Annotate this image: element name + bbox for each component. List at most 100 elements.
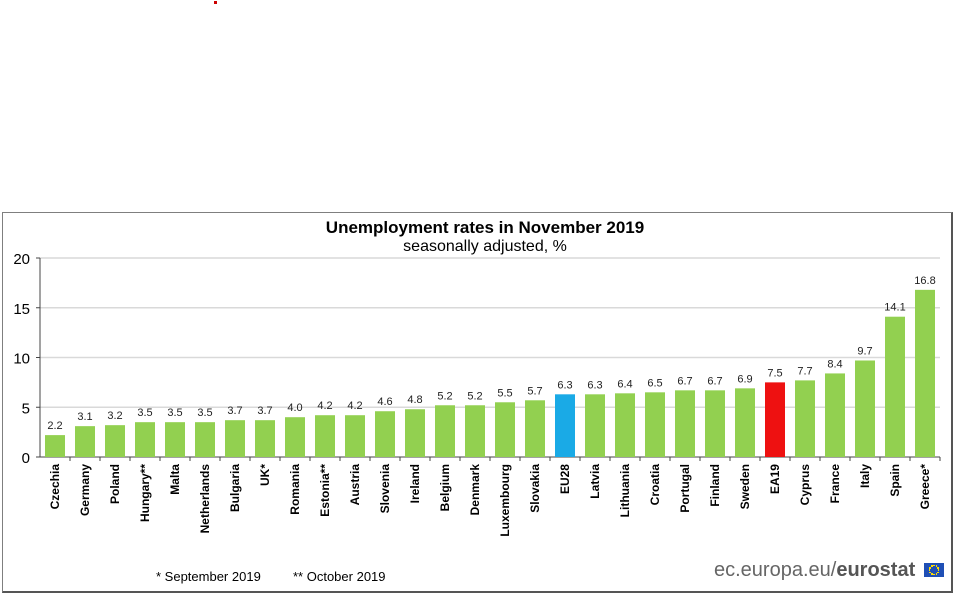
value-label: 3.7 (227, 405, 242, 417)
value-label: 5.2 (467, 390, 482, 402)
footnote-october: ** October 2019 (293, 569, 386, 584)
bar-hungary (135, 422, 155, 457)
bar-luxembourg (495, 402, 515, 457)
bar-italy (855, 360, 875, 457)
bar-latvia (585, 394, 605, 457)
x-tick-label: EU28 (558, 464, 572, 494)
bar-romania (285, 417, 305, 457)
flag-star (931, 573, 933, 575)
x-tick-label: Czechia (48, 464, 62, 510)
footnote-september: * September 2019 (156, 569, 261, 584)
bar-ea19 (765, 382, 785, 457)
bar-uk (255, 420, 275, 457)
x-tick-label: Greece* (918, 464, 932, 510)
bar-finland (705, 390, 725, 457)
x-tick-label: Bulgaria (228, 464, 242, 512)
x-tick-label: Hungary** (138, 464, 152, 522)
x-tick-label: EA19 (768, 464, 782, 494)
value-label: 14.1 (884, 302, 905, 314)
value-label: 7.7 (797, 365, 812, 377)
y-tick-label: 15 (13, 301, 30, 318)
value-label: 6.7 (707, 375, 722, 387)
bar-netherlands (195, 422, 215, 457)
value-label: 4.6 (377, 396, 392, 408)
bar-ireland (405, 409, 425, 457)
bar-portugal (675, 390, 695, 457)
x-tick-label: Latvia (588, 464, 602, 499)
x-tick-label: Denmark (468, 464, 482, 516)
value-label: 6.7 (677, 375, 692, 387)
y-tick-label: 10 (13, 351, 30, 368)
bar-spain (885, 316, 905, 457)
value-label: 5.5 (497, 387, 512, 399)
bar-sweden (735, 388, 755, 457)
x-tick-label: Germany (78, 464, 92, 516)
value-label: 6.3 (557, 379, 572, 391)
x-tick-label: Belgium (438, 464, 452, 511)
bar-austria (345, 415, 365, 457)
chart-subtitle: seasonally adjusted, % (403, 238, 567, 255)
y-tick-label: 0 (22, 450, 30, 467)
red-mark (214, 1, 217, 4)
flag-star (933, 573, 935, 576)
value-label: 8.4 (827, 358, 842, 370)
chart-frame (2, 212, 953, 593)
x-tick-label: France (828, 464, 842, 504)
x-tick-label: Portugal (678, 464, 692, 513)
value-label: 5.7 (527, 385, 542, 397)
value-label: 5.2 (437, 390, 452, 402)
flag-star (935, 573, 937, 575)
bar-poland (105, 425, 125, 457)
flag-star (933, 564, 935, 567)
bar-greece (915, 289, 935, 457)
value-label: 4.2 (347, 400, 362, 412)
value-label: 3.7 (257, 405, 272, 417)
bar-croatia (645, 392, 665, 457)
flag-star (937, 569, 940, 571)
value-label: 9.7 (857, 345, 872, 357)
flag-star (935, 565, 937, 567)
flag-star (928, 569, 931, 571)
x-tick-label: Croatia (648, 464, 662, 506)
bar-denmark (465, 405, 485, 457)
value-label: 6.3 (587, 379, 602, 391)
flag-star (937, 571, 939, 573)
x-tick-label: UK* (258, 464, 272, 486)
bar-bulgaria (225, 420, 245, 457)
value-label: 3.1 (77, 411, 92, 423)
bar-slovenia (375, 411, 395, 457)
x-tick-label: Sweden (738, 464, 752, 509)
value-label: 6.4 (617, 378, 632, 390)
value-label: 3.5 (197, 407, 212, 419)
x-tick-label: Slovenia (378, 464, 392, 514)
bar-slovakia (525, 400, 545, 457)
bar-germany (75, 426, 95, 457)
x-tick-label: Slovakia (528, 464, 542, 513)
x-tick-label: Spain (888, 464, 902, 497)
x-tick-label: Lithuania (618, 464, 632, 518)
value-label: 4.0 (287, 402, 302, 414)
source-prefix: ec.europa.eu/ (714, 559, 837, 581)
value-label: 3.5 (167, 407, 182, 419)
value-label: 6.9 (737, 373, 752, 385)
source-link[interactable]: ec.europa.eu/eurostat (714, 559, 915, 582)
bar-czechia (45, 435, 65, 457)
bar-lithuania (615, 393, 635, 457)
x-tick-label: Ireland (408, 464, 422, 503)
y-tick-label: 5 (22, 400, 30, 417)
x-tick-label: Poland (108, 464, 122, 504)
x-tick-label: Finland (708, 464, 722, 507)
value-label: 4.2 (317, 400, 332, 412)
x-tick-label: Cyprus (798, 464, 812, 506)
x-tick-label: Austria (348, 464, 362, 506)
value-label: 3.2 (107, 410, 122, 422)
flag-star (929, 567, 931, 569)
x-tick-label: Netherlands (198, 464, 212, 534)
flag-star (929, 571, 931, 573)
bar-belgium (435, 405, 455, 457)
flag-star (931, 565, 933, 567)
x-tick-label: Luxembourg (498, 464, 512, 537)
eu-flag-icon (924, 563, 944, 577)
value-label: 2.2 (47, 420, 62, 432)
